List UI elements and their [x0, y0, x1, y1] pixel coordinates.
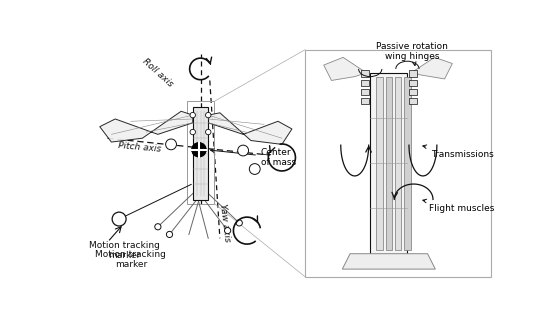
Bar	[361, 89, 368, 95]
Circle shape	[206, 112, 211, 118]
Bar	[409, 70, 417, 76]
Polygon shape	[208, 113, 292, 145]
Text: Motion tracking
marker: Motion tracking marker	[89, 241, 160, 260]
Circle shape	[206, 129, 211, 135]
Circle shape	[249, 164, 260, 174]
Text: Pitch axis: Pitch axis	[118, 141, 162, 154]
Circle shape	[167, 231, 173, 237]
Bar	[361, 80, 368, 86]
Bar	[361, 98, 368, 104]
Bar	[370, 73, 408, 254]
Bar	[361, 70, 368, 76]
Bar	[404, 76, 410, 250]
Bar	[409, 89, 417, 95]
Circle shape	[192, 143, 206, 157]
Bar	[409, 98, 417, 104]
Circle shape	[112, 212, 126, 226]
Text: Center
of mass: Center of mass	[211, 148, 296, 167]
Circle shape	[190, 112, 195, 118]
Bar	[305, 50, 491, 277]
Circle shape	[155, 224, 161, 230]
Circle shape	[238, 145, 249, 156]
Bar	[395, 76, 402, 250]
Circle shape	[190, 129, 195, 135]
Bar	[376, 76, 383, 250]
Text: Yaw axis: Yaw axis	[218, 203, 232, 243]
Polygon shape	[411, 57, 452, 79]
Text: Flight muscles: Flight muscles	[423, 199, 494, 213]
Polygon shape	[192, 108, 208, 200]
Bar	[409, 80, 417, 86]
Text: Passive rotation
wing hinges: Passive rotation wing hinges	[376, 42, 448, 65]
Circle shape	[224, 227, 231, 234]
Polygon shape	[342, 254, 436, 269]
Polygon shape	[324, 57, 366, 80]
Text: Motion tracking
marker: Motion tracking marker	[95, 250, 166, 269]
Text: Transmissions: Transmissions	[423, 145, 493, 159]
Text: Roll axis: Roll axis	[141, 57, 175, 89]
Circle shape	[166, 139, 177, 150]
Bar	[386, 76, 392, 250]
Circle shape	[236, 220, 243, 226]
Polygon shape	[100, 111, 192, 142]
